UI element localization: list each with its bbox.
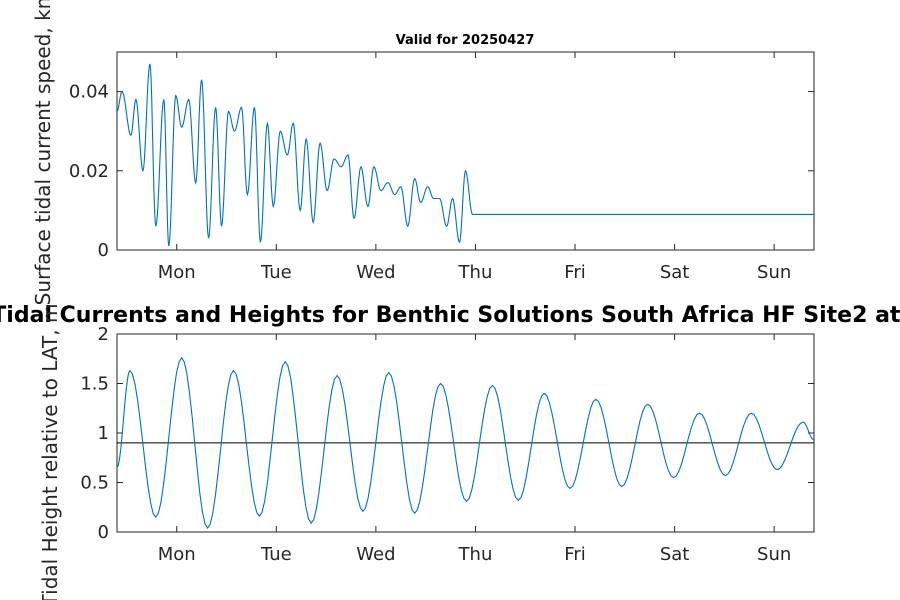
tidal-height-y-tick-label: 0.5 (80, 473, 109, 494)
tidal-height-y-axis-label: Tidal Height relative to LAT, m (38, 304, 62, 600)
tidal-height-x-tick-label: Mon (158, 544, 196, 565)
current-speed-y-ticks: 0 0.02 0.04 (69, 82, 814, 261)
current-speed-y-tick-label: 0.04 (69, 82, 109, 103)
current-speed-y-tick-label: 0 (98, 240, 109, 261)
tidal-height-x-tick-label: Thu (458, 544, 493, 565)
current-speed-line (116, 63, 814, 247)
current-speed-x-ticks: Mon Tue Wed Thu Fri Sat Sun (158, 52, 791, 283)
current-speed-title: Valid for 20250427 (396, 33, 535, 48)
tidal-height-y-ticks: 0 0.5 1 1.5 2 (80, 324, 814, 543)
tidal-height-y-tick-label: 1 (98, 423, 109, 444)
current-speed-x-tick-label: Wed (356, 262, 395, 283)
current-speed-x-tick-label: Sun (757, 262, 791, 283)
tidal-height-x-ticks: Mon Tue Wed Thu Fri Sat Sun (158, 334, 791, 565)
current-speed-y-axis-label: Surface tidal current speed, kn (31, 0, 55, 305)
current-speed-x-tick-label: Tue (260, 262, 292, 283)
current-speed-x-tick-label: Thu (458, 262, 493, 283)
tidal-height-line (116, 356, 815, 529)
tidal-height-panel: Tidal Currents and Heights for Benthic S… (0, 303, 900, 600)
current-speed-panel: Valid for 20250427 0 0.02 0.04 Mon Tue Wed Th… (31, 0, 815, 305)
tidal-height-x-tick-label: Fri (564, 544, 585, 565)
tidal-height-y-tick-label: 2 (98, 324, 109, 345)
current-speed-axes-box (116, 51, 815, 251)
tidal-height-x-tick-label: Tue (260, 544, 292, 565)
current-speed-x-tick-label: Fri (564, 262, 585, 283)
tidal-height-y-tick-label: 1.5 (80, 374, 109, 395)
tidal-height-x-tick-label: Wed (356, 544, 395, 565)
current-speed-x-tick-label: Sat (660, 262, 690, 283)
tidal-height-title: Tidal Currents and Heights for Benthic S… (0, 303, 900, 328)
tidal-height-x-tick-label: Sat (660, 544, 690, 565)
current-speed-x-tick-label: Mon (158, 262, 196, 283)
tidal-height-x-tick-label: Sun (757, 544, 791, 565)
tidal-height-y-tick-label: 0 (98, 522, 109, 543)
current-speed-y-tick-label: 0.02 (69, 161, 109, 182)
